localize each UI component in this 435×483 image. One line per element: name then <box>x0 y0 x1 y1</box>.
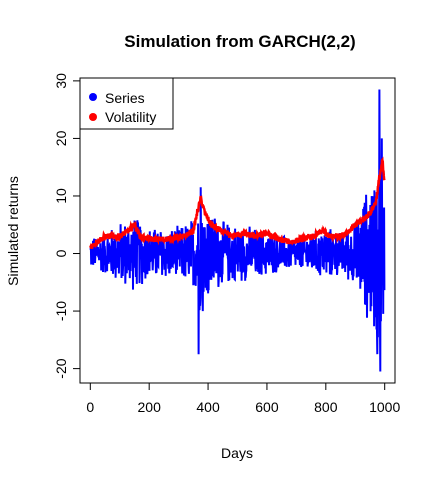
legend: Series Volatility <box>79 77 174 130</box>
y-tick-label: 0 <box>53 249 69 257</box>
y-tick-label: 20 <box>53 130 69 146</box>
legend-series-marker <box>89 93 97 101</box>
chart-title: Simulation from GARCH(2,2) <box>124 32 355 51</box>
y-tick-label: -20 <box>53 358 69 378</box>
volatility-line <box>89 156 386 249</box>
x-tick-label: 1000 <box>369 399 400 415</box>
legend-series-label: Series <box>105 90 145 106</box>
x-tick-label: 600 <box>255 399 279 415</box>
volatility-line-group <box>89 156 386 249</box>
y-axis: -20 -10 0 10 20 30 <box>53 73 81 379</box>
x-tick-label: 200 <box>138 399 162 415</box>
x-tick-label: 400 <box>196 399 220 415</box>
y-tick-label: 10 <box>53 188 69 204</box>
x-tick-label: 0 <box>86 399 94 415</box>
legend-volatility-marker <box>89 113 97 121</box>
x-axis-label: Days <box>221 445 253 461</box>
y-tick-label: 30 <box>53 73 69 89</box>
series-line-group <box>89 89 386 372</box>
y-tick-label: -10 <box>53 301 69 321</box>
x-tick-label: 800 <box>314 399 338 415</box>
legend-box <box>79 77 174 130</box>
legend-volatility-label: Volatility <box>105 109 156 125</box>
series-line <box>89 89 386 372</box>
y-axis-label: Simulated returns <box>5 176 21 286</box>
x-axis: 0 200 400 600 800 1000 <box>86 382 400 415</box>
